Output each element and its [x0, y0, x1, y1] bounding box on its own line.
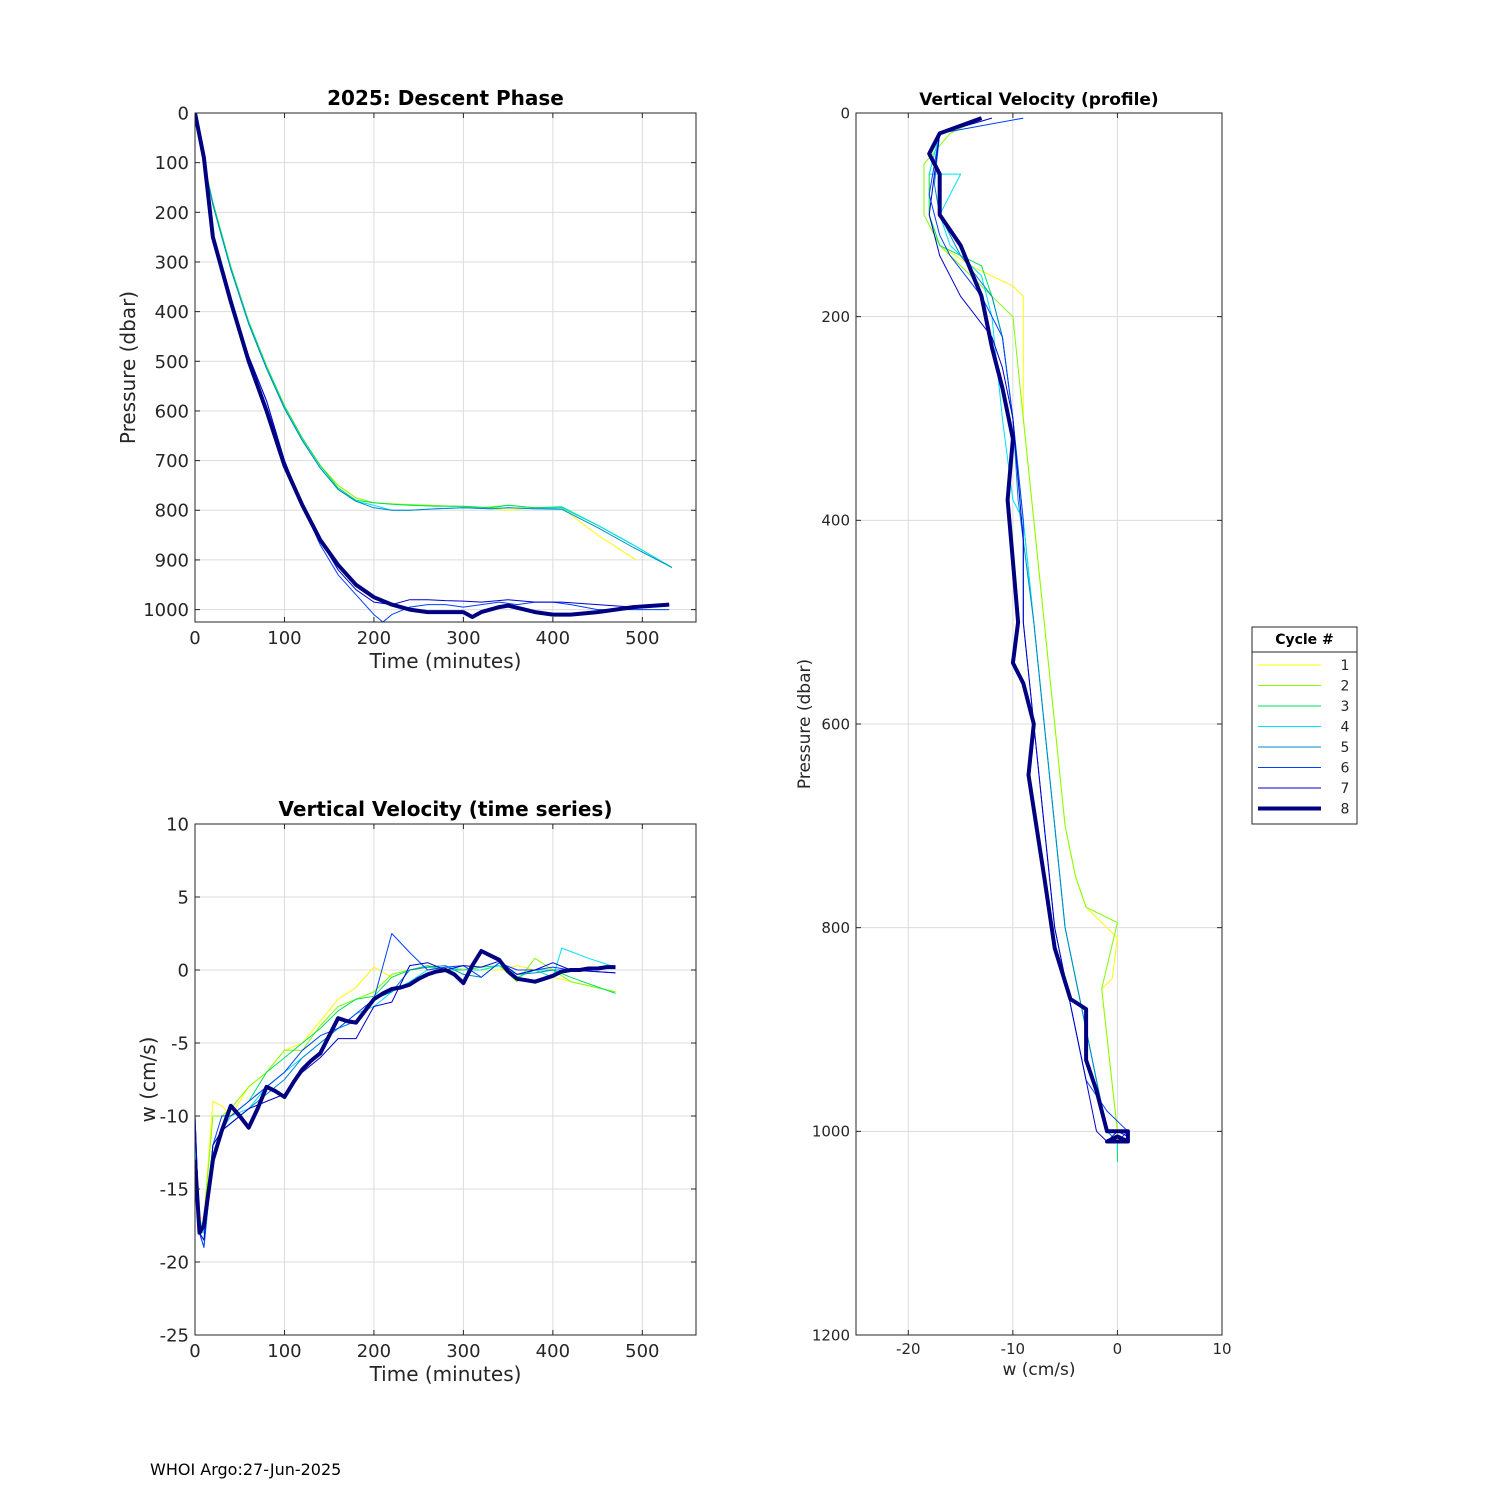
x-tick-label: 200	[357, 628, 391, 649]
legend-entry-label: 2	[1341, 679, 1350, 695]
series-line-cycle-8	[927, 116, 1130, 1144]
x-tick-label: 0	[1113, 1340, 1123, 1358]
x-tick-label: 300	[446, 1341, 480, 1362]
velocity-time-series-plot: 0 100 200 300 400 500 10 5 0 -5 -10 -15 -20 -25 Vertic…	[136, 797, 697, 1386]
y-tick-label: 800	[155, 501, 189, 522]
series-line-cycle-8	[195, 949, 616, 1235]
chart-title: Vertical Velocity (profile)	[919, 90, 1158, 110]
series-line-cycle-8	[195, 113, 670, 619]
y-tick-label: 100	[155, 153, 189, 174]
y-tick-label: 600	[821, 715, 850, 733]
y-tick-label: 500	[155, 352, 189, 373]
legend-box	[1251, 626, 1358, 825]
series-line-cycle-1	[195, 965, 616, 1219]
y-tick-label: 400	[821, 512, 850, 530]
x-tick-label: -10	[1001, 1340, 1026, 1358]
legend-entry-label: 3	[1341, 699, 1350, 715]
y-tick-label: 700	[155, 451, 189, 472]
legend-entry-label: 6	[1341, 761, 1350, 777]
x-tick-label: 100	[267, 628, 301, 649]
x-axis-label: w (cm/s)	[1002, 1360, 1075, 1380]
legend-entry-label: 7	[1341, 781, 1350, 797]
axes-box	[194, 823, 697, 1336]
descent-phase-plot: 0 100 200 300 400 500 0 100 200 300 400 500 600 700 80…	[116, 86, 697, 673]
y-axis-label: Pressure (dbar)	[116, 291, 140, 444]
y-axis-label: w (cm/s)	[136, 1037, 160, 1123]
x-tick-label: 10	[1212, 1340, 1231, 1358]
legend-entry-label: 1	[1341, 658, 1350, 674]
y-tick-label: 5	[178, 887, 189, 908]
y-tick-label: 0	[840, 104, 850, 122]
series-line-cycle-2	[923, 117, 1118, 1152]
y-tick-label: 1000	[143, 600, 189, 621]
x-tick-label: 0	[189, 1341, 200, 1362]
chart-title: 2025: Descent Phase	[327, 86, 564, 110]
series-line-cycle-2	[195, 957, 616, 1234]
y-tick-label: -25	[160, 1325, 189, 1346]
y-tick-label: 0	[178, 960, 189, 981]
y-tick-label: -20	[160, 1252, 189, 1273]
y-axis-label: Pressure (dbar)	[795, 659, 815, 789]
legend-title: Cycle #	[1275, 632, 1334, 648]
plot-area	[195, 824, 696, 1335]
x-axis-label: Time (minutes)	[369, 649, 522, 673]
y-tick-label: 400	[155, 302, 189, 323]
legend-entry-label: 8	[1341, 802, 1350, 818]
x-tick-label: 200	[357, 1341, 391, 1362]
x-tick-label: 100	[267, 1341, 301, 1362]
x-tick-label: 400	[536, 628, 570, 649]
x-tick-label: -20	[896, 1340, 921, 1358]
x-axis-label: Time (minutes)	[369, 1362, 522, 1386]
series-group	[923, 116, 1130, 1162]
legend: Cycle # 1 2 3 4 5 6 7 8	[1251, 626, 1358, 825]
y-tick-label: 800	[821, 919, 850, 937]
y-tick-label: 0	[178, 103, 189, 124]
y-tick-label: 10	[166, 814, 189, 835]
y-tick-label: 300	[155, 252, 189, 273]
x-tick-label: 500	[625, 628, 659, 649]
chart-title: Vertical Velocity (time series)	[279, 797, 613, 821]
axes-box	[194, 112, 697, 623]
y-tick-label: 1200	[812, 1326, 850, 1344]
y-tick-label: -15	[160, 1179, 189, 1200]
y-tick-label: -5	[171, 1033, 189, 1054]
x-tick-label: 400	[536, 1341, 570, 1362]
series-line-cycle-3	[195, 113, 673, 568]
legend-entry-label: 4	[1341, 720, 1350, 736]
series-line-cycle-7	[928, 117, 1129, 1142]
x-tick-label: 500	[625, 1341, 659, 1362]
x-tick-label: 300	[446, 628, 480, 649]
y-tick-label: 200	[155, 203, 189, 224]
legend-entry-label: 5	[1341, 740, 1350, 756]
x-tick-label: 0	[189, 628, 200, 649]
y-tick-label: 1000	[812, 1123, 850, 1141]
footer-text: WHOI Argo:27-Jun-2025	[150, 1460, 342, 1479]
y-tick-label: -10	[160, 1106, 189, 1127]
y-tick-label: 900	[155, 550, 189, 571]
plot-area	[195, 113, 696, 622]
series-group	[195, 933, 616, 1248]
series-line-cycle-6	[195, 933, 616, 1248]
series-group	[195, 113, 673, 622]
y-tick-label: 600	[155, 401, 189, 422]
series-line-cycle-5	[195, 113, 673, 568]
y-tick-label: 200	[821, 308, 850, 326]
